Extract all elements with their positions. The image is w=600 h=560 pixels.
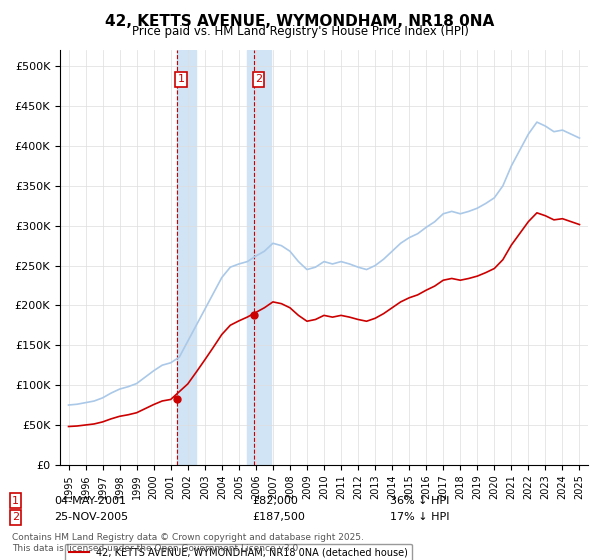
Text: 1: 1 bbox=[178, 74, 184, 85]
Text: £82,000: £82,000 bbox=[252, 496, 298, 506]
Text: Contains HM Land Registry data © Crown copyright and database right 2025.
This d: Contains HM Land Registry data © Crown c… bbox=[12, 533, 364, 553]
Bar bbox=[247, 50, 271, 465]
Text: Price paid vs. HM Land Registry's House Price Index (HPI): Price paid vs. HM Land Registry's House … bbox=[131, 25, 469, 38]
Text: 04-MAY-2001: 04-MAY-2001 bbox=[54, 496, 126, 506]
Text: 2: 2 bbox=[255, 74, 262, 85]
Text: 17% ↓ HPI: 17% ↓ HPI bbox=[390, 512, 449, 522]
Text: 42, KETTS AVENUE, WYMONDHAM, NR18 0NA: 42, KETTS AVENUE, WYMONDHAM, NR18 0NA bbox=[106, 14, 494, 29]
Text: 25-NOV-2005: 25-NOV-2005 bbox=[54, 512, 128, 522]
Text: 1: 1 bbox=[12, 496, 19, 506]
Text: £187,500: £187,500 bbox=[252, 512, 305, 522]
Text: 2: 2 bbox=[12, 512, 19, 522]
Bar bbox=[176, 50, 196, 465]
Text: 36% ↓ HPI: 36% ↓ HPI bbox=[390, 496, 449, 506]
Legend: 42, KETTS AVENUE, WYMONDHAM, NR18 0NA (detached house), HPI: Average price, deta: 42, KETTS AVENUE, WYMONDHAM, NR18 0NA (d… bbox=[65, 544, 412, 560]
